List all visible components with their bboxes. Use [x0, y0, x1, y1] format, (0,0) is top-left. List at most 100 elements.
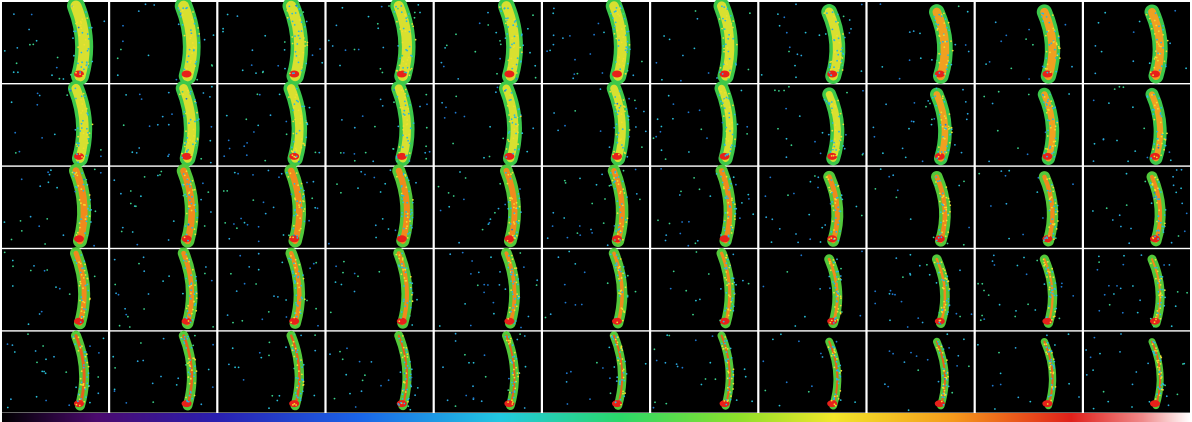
band-dot: [196, 119, 198, 121]
scatter-dot: [1015, 347, 1017, 349]
scatter-dot: [609, 185, 611, 187]
scatter-dot: [113, 179, 115, 181]
band-dot: [84, 387, 86, 389]
band-dot: [939, 114, 941, 116]
band-dot: [294, 103, 296, 105]
scatter-dot: [452, 143, 454, 145]
band-dot: [411, 23, 413, 25]
scatter-dot: [103, 338, 105, 340]
scatter-dot: [730, 226, 732, 228]
scatter-dot: [12, 260, 14, 262]
band-dot: [629, 48, 631, 50]
hot-spot: [720, 318, 730, 325]
band-dot: [617, 13, 619, 15]
scatter-dot: [1103, 139, 1105, 141]
scatter-dot: [268, 407, 270, 409]
scatter-dot: [519, 333, 521, 335]
band-dot: [1154, 20, 1156, 22]
band-dot: [725, 127, 727, 129]
band-dot: [949, 113, 951, 115]
band-dot: [186, 400, 188, 402]
band-dot: [723, 48, 725, 50]
band-dot: [831, 155, 833, 157]
band-dot: [85, 218, 87, 220]
band-dot: [615, 267, 617, 269]
scatter-dot: [222, 28, 224, 30]
scatter-dot: [519, 252, 521, 254]
scatter-dot: [665, 158, 667, 160]
scatter-dot: [1186, 213, 1188, 215]
scatter-dot: [459, 171, 461, 173]
scatter-dot: [343, 261, 345, 263]
band-dot: [1157, 282, 1159, 284]
band-dot: [1052, 118, 1054, 120]
scatter-dot: [908, 409, 910, 411]
band-dot: [513, 203, 515, 205]
band-dot: [1051, 290, 1053, 292]
band-dot: [79, 388, 81, 390]
scatter-dot: [258, 226, 260, 228]
scatter-dot: [665, 234, 667, 236]
scatter-dot: [449, 253, 451, 255]
scatter-dot: [196, 217, 198, 219]
panel-background: [976, 167, 1082, 248]
scatter-dot: [797, 242, 799, 244]
band-dot: [836, 361, 838, 363]
scatter-dot: [634, 100, 636, 102]
band-dot: [1059, 57, 1061, 59]
band-dot: [728, 117, 730, 119]
scatter-dot: [1132, 106, 1134, 108]
scatter-dot: [657, 118, 659, 120]
scatter-dot: [401, 212, 403, 214]
scatter-dot: [786, 271, 788, 273]
scatter-dot: [673, 103, 675, 105]
band-dot: [517, 284, 519, 286]
scatter-dot: [824, 99, 826, 101]
scatter-dot: [589, 398, 591, 400]
band-dot: [728, 294, 730, 296]
band-dot: [726, 368, 728, 370]
scatter-dot: [16, 47, 18, 49]
band-dot: [942, 97, 944, 99]
scatter-dot: [122, 227, 124, 229]
scatter-dot: [72, 37, 74, 39]
scatter-dot: [641, 61, 643, 63]
band-dot: [303, 210, 305, 212]
band-dot: [1055, 145, 1057, 147]
scatter-dot: [927, 100, 929, 102]
scatter-dot: [409, 160, 411, 162]
band-dot: [89, 132, 91, 134]
band-dot: [619, 351, 621, 353]
band-dot: [188, 358, 190, 360]
band-dot: [721, 345, 723, 347]
band-dot: [619, 363, 621, 365]
scatter-dot: [499, 58, 501, 60]
band-dot: [833, 259, 835, 261]
scatter-dot: [262, 72, 264, 74]
panel-background: [759, 332, 865, 413]
band-dot: [1048, 226, 1050, 228]
scatter-dot: [490, 218, 492, 220]
scatter-dot: [336, 183, 338, 185]
band-dot: [939, 42, 941, 44]
band-dot: [724, 230, 726, 232]
band-dot: [834, 320, 836, 322]
band-dot: [291, 36, 293, 38]
scatter-dot: [694, 48, 696, 50]
band-dot: [837, 54, 839, 56]
band-dot: [727, 202, 729, 204]
scatter-dot: [843, 16, 845, 18]
band-dot: [939, 72, 941, 74]
scatter-dot: [1028, 94, 1030, 96]
scatter-dot: [56, 67, 58, 69]
scatter-dot: [281, 173, 283, 175]
band-dot: [731, 199, 733, 201]
band-dot: [511, 44, 513, 46]
band-dot: [837, 72, 839, 74]
scatter-dot: [487, 12, 489, 14]
scatter-dot: [233, 223, 235, 225]
scatter-dot: [419, 12, 421, 14]
band-dot: [617, 113, 619, 115]
scatter-dot: [523, 266, 525, 268]
band-dot: [1055, 138, 1057, 140]
